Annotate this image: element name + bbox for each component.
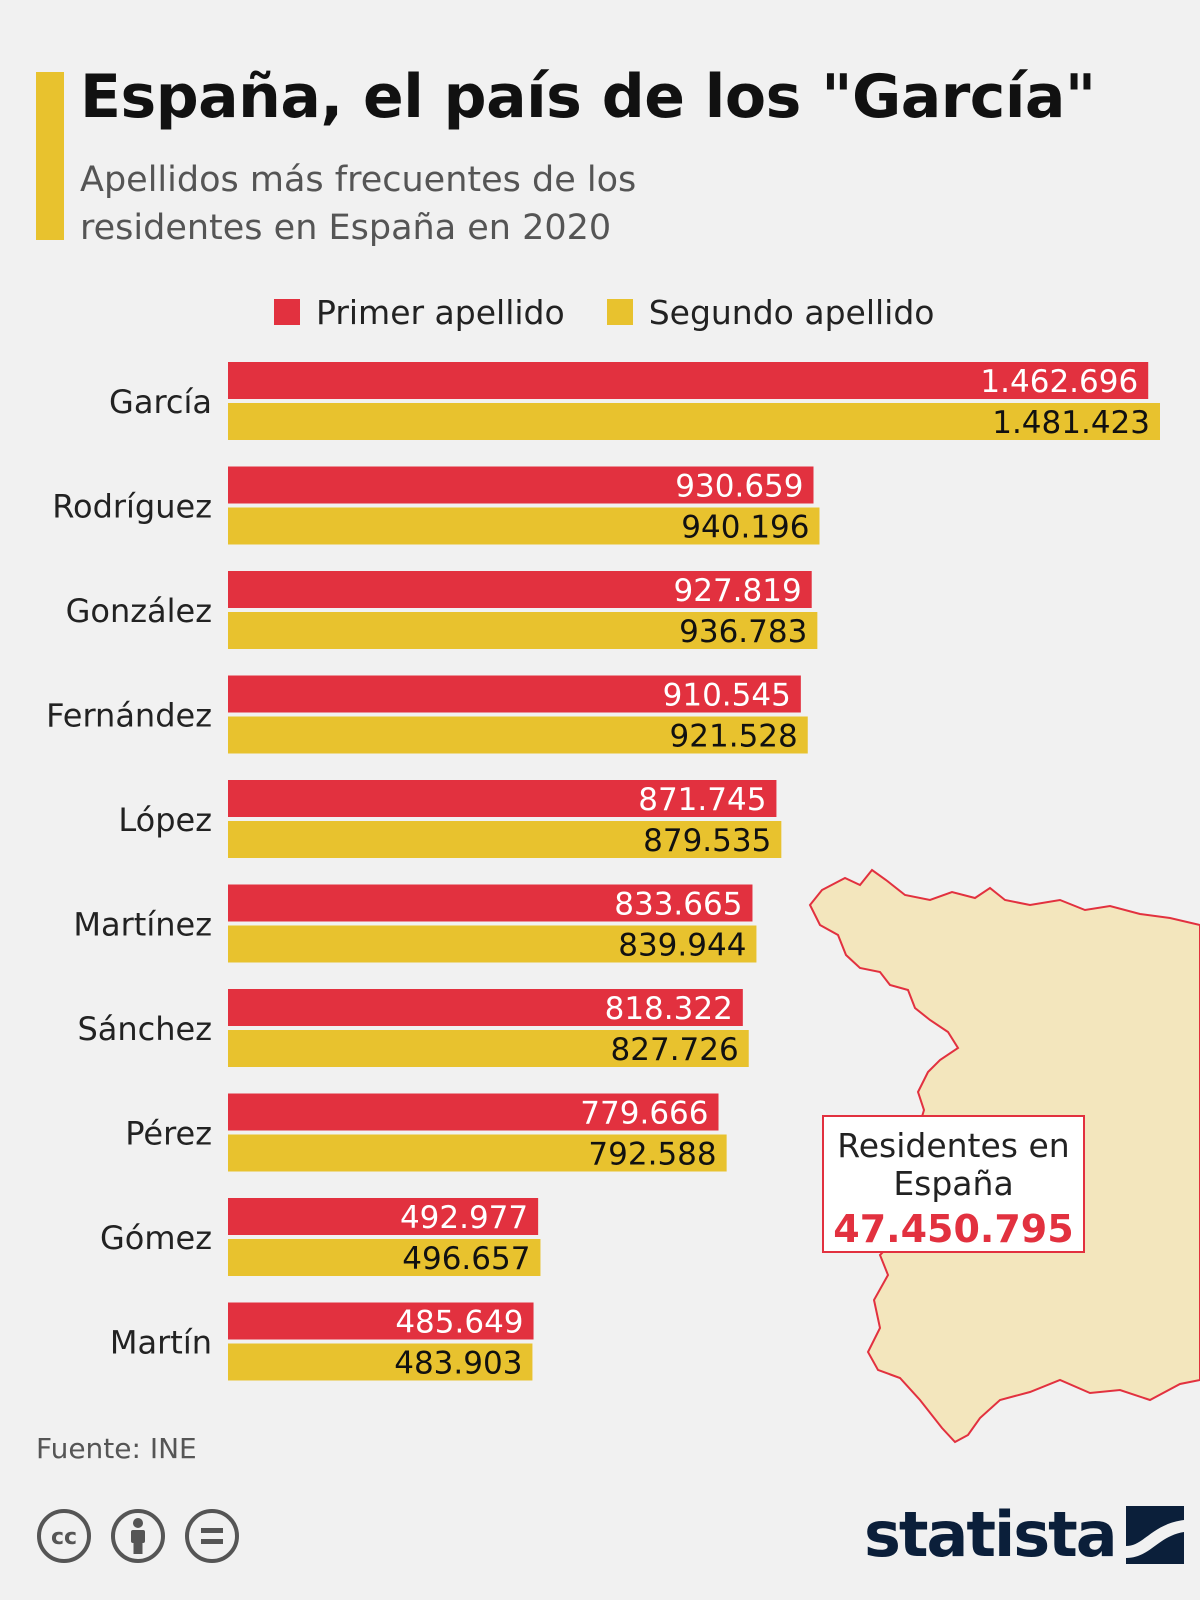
bar-chart: García 1.462.696 1.481.423 Rodríguez 930.659…: [46, 362, 1160, 1382]
by-person-icon: [111, 1509, 165, 1563]
page-subtitle: Apellidos más frecuentes de los resident…: [80, 160, 637, 248]
data-label-segundo: 827.726: [611, 1032, 739, 1068]
data-label-primer: 818.322: [605, 991, 733, 1027]
data-label-primer: 927.819: [674, 573, 802, 609]
legend-swatch-primer: [274, 299, 300, 325]
category-label: Rodríguez: [52, 488, 212, 526]
title-accent-bar: [36, 72, 64, 240]
data-label-segundo: 792.588: [588, 1137, 716, 1173]
bar-segundo: [228, 1239, 541, 1276]
license-icons: cc: [36, 1508, 258, 1564]
bar-primer: [228, 1302, 534, 1340]
bar-primer: [228, 989, 743, 1026]
bar-primer: [228, 362, 1149, 399]
bar-segundo: [228, 1134, 727, 1172]
bar-segundo: [228, 612, 818, 649]
bar-primer: [228, 780, 777, 817]
legend-label-segundo: Segundo apellido: [648, 292, 935, 332]
bar-primer: [228, 675, 801, 713]
data-label-segundo: 936.783: [679, 614, 807, 650]
legend-swatch-segundo: [606, 299, 633, 325]
data-label-segundo: 839.944: [618, 928, 746, 964]
data-label-primer: 871.745: [638, 782, 766, 818]
category-label: Pérez: [125, 1115, 212, 1153]
data-label-primer: 833.665: [614, 887, 742, 923]
nd-equals-icon: [185, 1509, 239, 1563]
bar-primer: [228, 466, 814, 504]
category-label: Gómez: [100, 1219, 212, 1257]
data-label-segundo: 1.481.423: [992, 405, 1150, 441]
chart-legend: Primer apellido Segundo apellido: [274, 292, 976, 332]
data-label-segundo: 879.535: [643, 823, 771, 859]
category-label: López: [118, 801, 212, 839]
bar-segundo: [228, 507, 820, 545]
brand-name: statista: [864, 1498, 1118, 1571]
data-label-primer: 492.977: [400, 1200, 528, 1236]
category-label: González: [66, 592, 212, 630]
source-text: Fuente: INE: [36, 1432, 197, 1465]
legend-label-primer: Primer apellido: [316, 292, 565, 332]
bar-primer: [228, 1198, 539, 1235]
residents-callout: Residentes en España 47.450.795: [822, 1115, 1085, 1253]
data-label-primer: 779.666: [580, 1096, 708, 1132]
bar-primer: [228, 884, 753, 922]
data-label-segundo: 940.196: [681, 510, 809, 546]
data-label-primer: 930.659: [675, 469, 803, 505]
data-label-segundo: 921.528: [670, 719, 798, 755]
bar-segundo: [228, 1030, 749, 1067]
page-title: España, el país de los "García": [80, 62, 1096, 132]
residents-label: Residentes en España: [837, 1126, 1070, 1203]
category-label: Martín: [110, 1324, 212, 1362]
bar-segundo: [228, 821, 782, 858]
legend-item-segundo: Segundo apellido: [606, 292, 935, 332]
bar-segundo: [228, 1343, 533, 1381]
cc-icon: cc: [37, 1509, 91, 1563]
statista-brand: statista: [864, 1498, 1184, 1571]
data-label-primer: 1.462.696: [980, 364, 1138, 400]
residents-value: 47.450.795: [833, 1207, 1074, 1251]
category-label: Martínez: [73, 906, 212, 944]
svg-text:cc: cc: [51, 1525, 77, 1550]
category-label: Fernández: [46, 697, 212, 735]
data-label-primer: 910.545: [663, 678, 791, 714]
category-label: Sánchez: [77, 1010, 212, 1048]
bar-primer: [228, 1093, 719, 1131]
category-label: García: [109, 383, 212, 421]
bar-primer: [228, 571, 812, 608]
legend-item-primer: Primer apellido: [274, 293, 565, 332]
data-label-segundo: 496.657: [402, 1241, 530, 1277]
data-label-segundo: 483.903: [394, 1346, 522, 1382]
statista-logo-icon: [1125, 1505, 1184, 1564]
data-label-primer: 485.649: [395, 1305, 523, 1341]
bar-segundo: [228, 403, 1160, 440]
bar-segundo: [228, 716, 808, 754]
bar-segundo: [228, 925, 757, 963]
